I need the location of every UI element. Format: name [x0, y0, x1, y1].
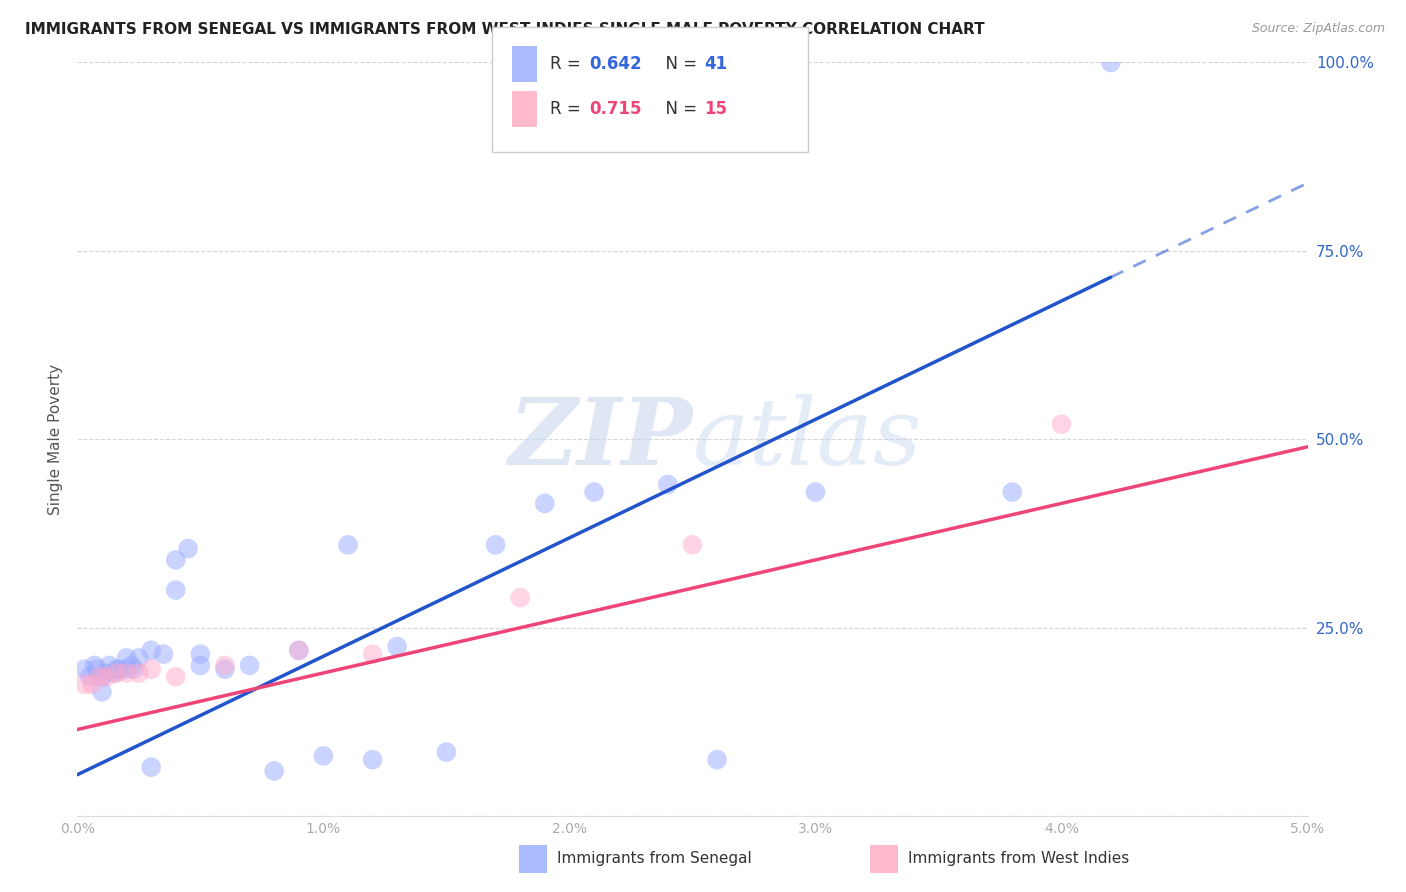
Point [122, 662, 145, 676]
Point [90, 685, 114, 699]
Point [115, 665, 138, 680]
Text: Immigrants from Senegal: Immigrants from Senegal [557, 851, 752, 865]
Point [105, 662, 128, 676]
Point [385, 640, 409, 654]
Point [141, 643, 163, 657]
Text: IMMIGRANTS FROM SENEGAL VS IMMIGRANTS FROM WEST INDIES SINGLE MALE POVERTY CORRE: IMMIGRANTS FROM SENEGAL VS IMMIGRANTS FR… [25, 22, 986, 37]
Text: Source: ZipAtlas.com: Source: ZipAtlas.com [1251, 22, 1385, 36]
Point [436, 745, 458, 759]
Point [509, 591, 531, 605]
Point [82, 677, 104, 691]
Point [312, 748, 335, 763]
Point [188, 658, 212, 673]
Point [86, 662, 108, 676]
Point [361, 647, 384, 661]
Text: ZIP: ZIP [508, 394, 693, 484]
Point [1099, 55, 1122, 70]
Text: N =: N = [655, 100, 703, 118]
Point [534, 496, 557, 510]
Point [121, 658, 143, 673]
Point [706, 753, 728, 767]
Point [177, 541, 200, 556]
Point [165, 553, 187, 567]
Point [214, 658, 236, 673]
Point [141, 662, 163, 676]
Point [108, 662, 131, 676]
Point [73, 662, 96, 676]
Point [115, 651, 138, 665]
Text: 15: 15 [704, 100, 727, 118]
Text: atlas: atlas [693, 394, 922, 484]
Text: N =: N = [655, 55, 703, 73]
Point [214, 662, 236, 676]
Point [79, 670, 101, 684]
Text: Immigrants from West Indies: Immigrants from West Indies [908, 851, 1129, 865]
Point [657, 477, 679, 491]
Point [105, 665, 128, 680]
Point [485, 538, 508, 552]
Point [288, 643, 311, 657]
Text: R =: R = [550, 100, 586, 118]
Point [152, 647, 174, 661]
Point [141, 760, 163, 774]
Point [1050, 417, 1073, 432]
Point [165, 583, 187, 598]
Point [263, 764, 285, 778]
Point [239, 658, 262, 673]
Point [337, 538, 360, 552]
Point [115, 662, 138, 676]
Point [103, 665, 125, 680]
Point [128, 651, 150, 665]
Point [73, 677, 96, 691]
Y-axis label: Single Male Poverty: Single Male Poverty [48, 364, 63, 515]
Text: 0.715: 0.715 [589, 100, 641, 118]
Point [165, 670, 187, 684]
Point [1001, 485, 1024, 500]
Point [804, 485, 827, 500]
Text: 41: 41 [704, 55, 727, 73]
Point [90, 670, 114, 684]
Point [188, 647, 212, 661]
Point [83, 658, 105, 673]
Point [288, 643, 311, 657]
Point [89, 670, 111, 684]
Point [128, 665, 150, 680]
Point [361, 753, 384, 767]
Point [96, 670, 118, 684]
Point [98, 658, 121, 673]
Point [96, 665, 118, 680]
Text: 0.642: 0.642 [589, 55, 641, 73]
Point [682, 538, 704, 552]
Point [583, 485, 606, 500]
Text: R =: R = [550, 55, 586, 73]
